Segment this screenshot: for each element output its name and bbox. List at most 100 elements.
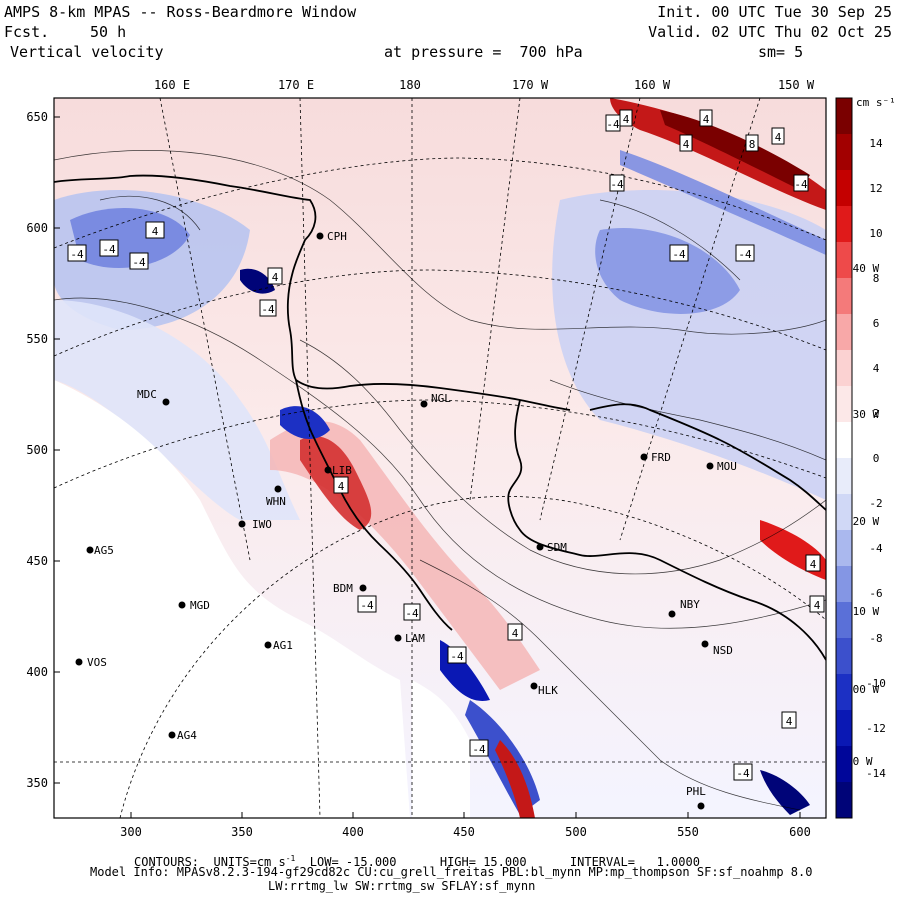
contour-labels: 4 -4 4 8 4 4 -4 -4 4 -4 -4 -4 4 -4 -4 4 … (67, 109, 825, 781)
colorbar-label: 8 (873, 272, 880, 285)
x-tick-550: 550 (677, 825, 699, 839)
svg-text:PHL: PHL (686, 785, 706, 798)
colorbar-label: -6 (869, 587, 882, 600)
svg-text:4: 4 (814, 599, 821, 612)
colorbar-swatch (836, 422, 852, 459)
contour-label: 4 (699, 109, 713, 127)
colorbar-swatch (836, 170, 852, 207)
axis-ticks (54, 116, 801, 818)
svg-text:-4: -4 (472, 743, 486, 756)
svg-text:-4: -4 (405, 607, 419, 620)
station-ag5: AG5 (86, 544, 114, 557)
y-tick-550: 550 (26, 332, 48, 346)
station-nby: NBY (668, 598, 700, 618)
station-whn: WHN (266, 485, 286, 508)
x-tick-400: 400 (342, 825, 364, 839)
colorbar-swatch (836, 710, 852, 747)
colorbar-swatch (836, 386, 852, 423)
field-name: Vertical velocity (10, 43, 164, 61)
lon-label-170e: 170 E (278, 78, 314, 92)
contours-prefix: CONTOURS: UNITS=cm s (134, 855, 286, 869)
y-tick-350: 350 (26, 776, 48, 790)
colorbar-label: 0 (873, 452, 880, 465)
valid-time: Valid. 02 UTC Thu 02 Oct 25 (648, 23, 892, 41)
lon-label-160e: 160 E (154, 78, 190, 92)
colorbar-swatch (836, 566, 852, 603)
colorbar-label: -12 (866, 722, 886, 735)
svg-text:LAM: LAM (405, 632, 425, 645)
station-vos: VOS (75, 656, 107, 669)
svg-text:-4: -4 (132, 256, 146, 269)
colorbar-swatch (836, 206, 852, 243)
svg-text:-4: -4 (610, 178, 624, 191)
svg-text:VOS: VOS (87, 656, 107, 669)
colorbar-swatch (836, 602, 852, 639)
svg-text:4: 4 (272, 271, 279, 284)
forecast-hour: 50 h (90, 23, 127, 41)
svg-text:8: 8 (749, 138, 756, 151)
contour-label: 4 (781, 711, 797, 729)
colorbar-swatch (836, 98, 852, 135)
svg-text:NBY: NBY (680, 598, 700, 611)
station-bdm: BDM (333, 582, 367, 595)
colorbar-swatch (836, 494, 852, 531)
svg-text:4: 4 (786, 715, 793, 728)
colorbar-labels: 14 12 10 8 6 4 2 0 -2 -4 -6 -8 -10 -12 -14 (866, 137, 886, 780)
svg-text:MOU: MOU (717, 460, 737, 473)
y-tick-400: 400 (26, 665, 48, 679)
svg-text:4: 4 (810, 558, 817, 571)
lon-label-130w: 130 W (846, 408, 879, 421)
colorbar-label: 6 (873, 317, 880, 330)
svg-text:FRD: FRD (651, 451, 671, 464)
svg-text:4: 4 (152, 225, 159, 238)
colorbar-label: 12 (869, 182, 882, 195)
svg-text:-4: -4 (794, 178, 808, 191)
colorbar-swatch (836, 782, 852, 819)
colorbar-label: 4 (873, 362, 880, 375)
contour-label: 4 (145, 221, 165, 239)
colorbar-label: 10 (869, 227, 882, 240)
x-tick-300: 300 (120, 825, 142, 839)
colorbar-swatch (836, 458, 852, 495)
contour-label: -4 (403, 603, 421, 621)
station-lam: LAM (394, 632, 425, 645)
lon-label-140w: 140 W (846, 262, 879, 275)
x-tick-600: 600 (789, 825, 811, 839)
lon-label-120w: 120 W (846, 515, 879, 528)
colorbar-swatch (836, 530, 852, 567)
lon-label-90w: 90 W (846, 755, 873, 768)
svg-text:-4: -4 (738, 248, 752, 261)
colorbar-label: -14 (866, 767, 886, 780)
contour-label: -4 (609, 174, 625, 192)
lon-label-160w: 160 W (634, 78, 671, 92)
model-info: Model Info: MPASv8.2.3-194-gf29cd82c CU:… (90, 865, 813, 879)
contour-label: 4 (679, 134, 693, 152)
colorbar-swatch (836, 314, 852, 351)
svg-text:-4: -4 (450, 650, 464, 663)
x-tick-500: 500 (565, 825, 587, 839)
svg-text:4: 4 (703, 113, 710, 126)
svg-text:HLK: HLK (538, 684, 558, 697)
colorbar-units: cm s⁻¹ (856, 96, 896, 109)
svg-text:-4: -4 (672, 248, 686, 261)
svg-text:4: 4 (338, 480, 345, 493)
colorbar-swatch (836, 746, 852, 783)
y-tick-450: 450 (26, 554, 48, 568)
svg-text:-4: -4 (261, 303, 275, 316)
station-ngl: NGL (420, 392, 451, 408)
init-time: Init. 00 UTC Tue 30 Sep 25 (657, 3, 892, 21)
lon-label-110w: 110 W (846, 605, 879, 618)
physics-info: LW:rrtmg_lw SW:rrtmg_sw SFLAY:sf_mynn (268, 879, 536, 893)
contour-label: -4 (793, 174, 809, 192)
colorbar-swatch (836, 278, 852, 315)
y-tick-650: 650 (26, 110, 48, 124)
coastline (54, 174, 826, 661)
contour-label: -4 (129, 252, 149, 270)
station-nsd: NSD (701, 640, 733, 657)
lon-label-150w: 150 W (778, 78, 815, 92)
colorbar-label: -10 (866, 677, 886, 690)
y-tick-600: 600 (26, 221, 48, 235)
svg-text:IWO: IWO (252, 518, 272, 531)
lon-label-100w: 100 W (846, 683, 879, 696)
